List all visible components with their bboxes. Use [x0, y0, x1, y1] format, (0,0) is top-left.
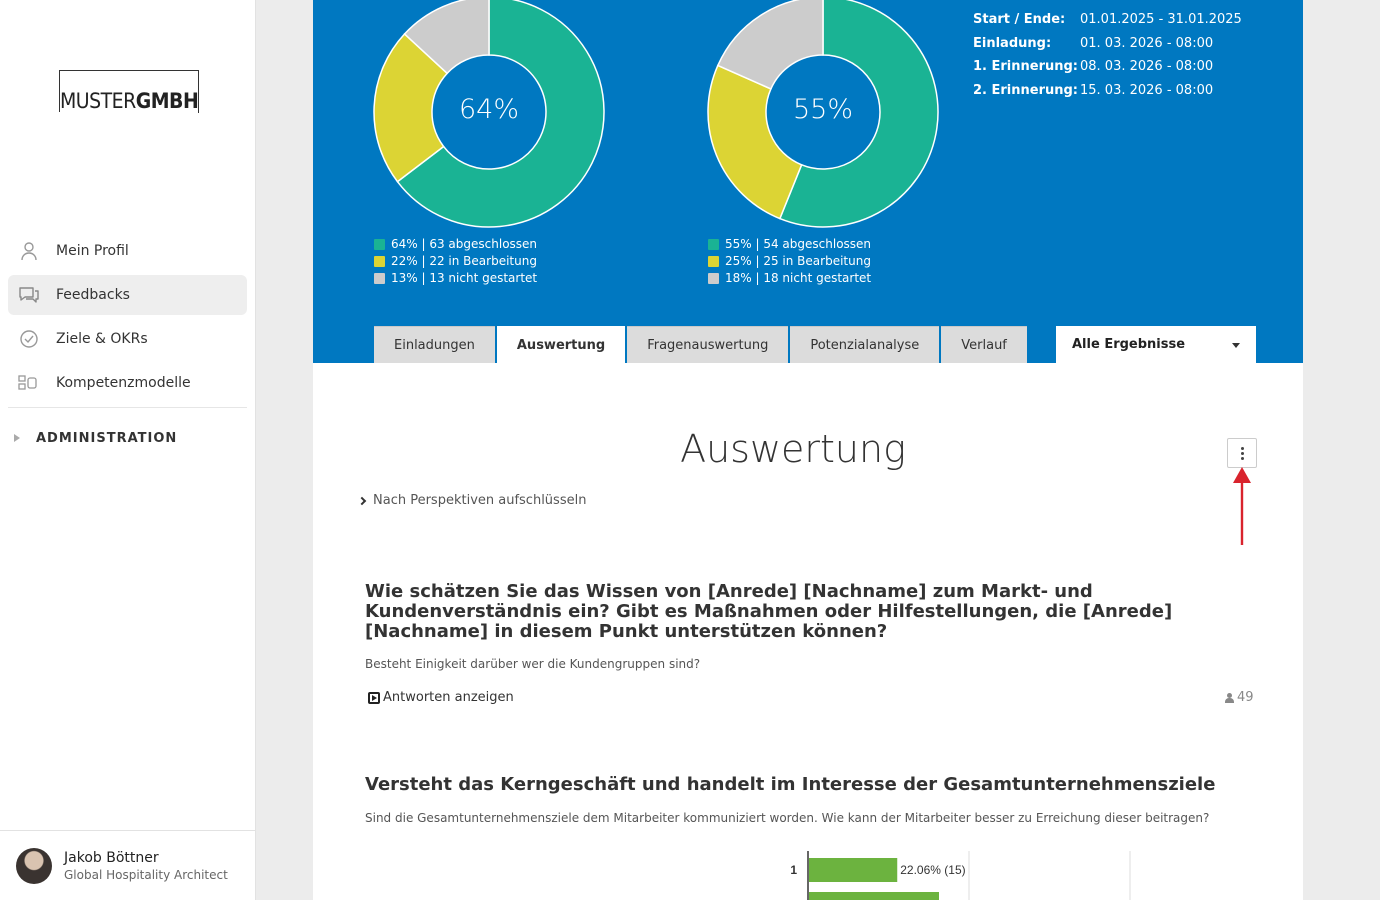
tab-potenzialanalyse[interactable]: Potenzialanalyse	[790, 326, 940, 363]
user-icon	[18, 240, 40, 262]
sidebar-item-label: Kompetenzmodelle	[56, 375, 191, 391]
kebab-dot	[1240, 446, 1244, 450]
expand-triangle-icon	[14, 434, 20, 442]
legend-swatch	[708, 256, 719, 267]
donut-segment-1	[778, 0, 939, 228]
donut-segment-3	[716, 0, 824, 90]
sidebar-item-administration[interactable]: ADMINISTRATION	[8, 418, 247, 458]
tab-fragenauswertung[interactable]: Fragenauswertung	[627, 326, 789, 363]
bar-category-label: 1	[790, 863, 797, 877]
donut-segment-2	[707, 64, 803, 220]
schedule-info: Start / Ende: 01.01.2025 - 31.01.2025 Ein…	[973, 8, 1242, 102]
check-circle-icon	[18, 328, 40, 350]
sidebar-item-label: Ziele & OKRs	[56, 331, 148, 347]
question-title: Versteht das Kerngeschäft und handelt im…	[365, 774, 1216, 795]
legend-item: 18% | 18 nicht gestartet	[708, 270, 871, 287]
legend-item: 55% | 54 abgeschlossen	[708, 236, 871, 253]
sidebar-item-label: Mein Profil	[56, 243, 129, 259]
tab-verlauf[interactable]: Verlauf	[941, 326, 1027, 363]
donut-chart-1	[373, 0, 605, 228]
kebab-dot	[1240, 451, 1244, 455]
donut-chart-2	[707, 0, 939, 228]
question-subtitle: Sind die Gesamtunternehmensziele dem Mit…	[365, 811, 1210, 825]
legend-swatch	[374, 273, 385, 284]
play-icon	[368, 691, 380, 704]
user-profile[interactable]: Jakob Böttner Global Hospitality Archite…	[0, 830, 255, 900]
tab-auswertung[interactable]: Auswertung	[496, 326, 626, 363]
legend-item: 64% | 63 abgeschlossen	[374, 236, 537, 253]
donut-segment-2	[373, 32, 449, 183]
bar-chart: 1 22.06% (15)	[790, 851, 1131, 900]
sidebar-item-kompetenzmodelle[interactable]: Kompetenzmodelle	[8, 363, 247, 403]
results-filter-select[interactable]: Alle Ergebnisse	[1056, 326, 1256, 363]
donut-1-legend: 64% | 63 abgeschlossen 22% | 22 in Bearb…	[374, 236, 537, 287]
bar	[809, 858, 898, 882]
logo-text: MUSTERGMBH	[60, 89, 199, 113]
legend-swatch	[708, 239, 719, 250]
donut-segment-3	[403, 0, 490, 75]
respondent-count: 49	[1225, 690, 1254, 705]
perspectives-toggle[interactable]: Nach Perspektiven aufschlüsseln	[357, 493, 587, 508]
bar	[809, 892, 939, 900]
kebab-dot	[1240, 456, 1244, 460]
donut-2-legend: 55% | 54 abgeschlossen 25% | 25 in Bearb…	[708, 236, 871, 287]
tab-einladungen[interactable]: Einladungen	[374, 326, 495, 363]
question-subtitle: Besteht Einigkeit darüber wer die Kunden…	[365, 657, 701, 671]
info-row: Einladung: 01. 03. 2026 - 08:00	[973, 35, 1214, 51]
chat-icon	[18, 284, 40, 306]
main-content: Auswertung Nach Perspektiven aufschlüsse…	[313, 363, 1303, 900]
info-row: Start / Ende: 01.01.2025 - 31.01.2025	[973, 12, 1242, 27]
bar-value-label: 22.06% (15)	[900, 863, 965, 877]
sidebar: MUSTERGMBH Mein Profil Feedbacks Ziele &…	[0, 0, 256, 900]
sidebar-item-ziele-okrs[interactable]: Ziele & OKRs	[8, 319, 247, 359]
grid-icon	[18, 372, 40, 394]
legend-swatch	[374, 239, 385, 250]
donut-1-center-label: 64%	[458, 94, 519, 125]
show-answers-link[interactable]: Antworten anzeigen	[368, 690, 514, 705]
question-title: Wie schätzen Sie das Wissen von [Anrede]…	[365, 581, 1173, 642]
nav-divider	[8, 407, 247, 408]
sidebar-item-label: Feedbacks	[56, 287, 130, 303]
company-logo[interactable]: MUSTERGMBH	[59, 70, 199, 113]
tab-bar: Einladungen Auswertung Fragenauswertung …	[374, 326, 1029, 363]
annotation-arrow-icon	[1233, 467, 1251, 545]
sidebar-item-feedbacks[interactable]: Feedbacks	[8, 275, 247, 315]
legend-swatch	[708, 273, 719, 284]
perspectives-label: Nach Perspektiven aufschlüsseln	[373, 493, 587, 508]
page-title: Auswertung	[680, 427, 906, 471]
donut-segment-1	[396, 0, 605, 228]
legend-swatch	[374, 256, 385, 267]
legend-item: 22% | 22 in Bearbeitung	[374, 253, 537, 270]
select-value: Alle Ergebnisse	[1072, 337, 1186, 352]
avatar	[16, 847, 52, 884]
sidebar-item-mein-profil[interactable]: Mein Profil	[8, 231, 247, 271]
user-role: Global Hospitality Architect	[64, 867, 228, 882]
user-name: Jakob Böttner	[64, 849, 159, 866]
chevron-right-icon	[357, 496, 367, 505]
summary-banner: 64% 64% | 63 abgeschlossen 22% | 22 in B…	[313, 0, 1303, 363]
caret-down-icon	[1232, 343, 1240, 348]
admin-label: ADMINISTRATION	[36, 430, 178, 446]
info-row: 2. Erinnerung: 15. 03. 2026 - 08:00	[973, 82, 1214, 98]
sidebar-nav: Mein Profil Feedbacks Ziele & OKRs Kompe…	[8, 231, 247, 458]
legend-item: 25% | 25 in Bearbeitung	[708, 253, 871, 270]
info-row: 1. Erinnerung: 08. 03. 2026 - 08:00	[973, 59, 1214, 74]
person-icon	[1225, 692, 1234, 703]
legend-item: 13% | 13 nicht gestartet	[374, 270, 537, 287]
donut-2-center-label: 55%	[792, 94, 853, 125]
